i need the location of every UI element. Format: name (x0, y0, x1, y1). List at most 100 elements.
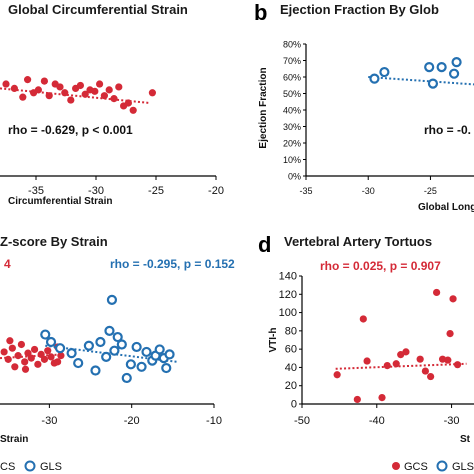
panel-a-red-point (2, 80, 10, 88)
panel-c-red-point (30, 345, 39, 354)
panel-d-xlabel: St (460, 434, 471, 445)
panel-a-x-tick-label: -25 (148, 185, 164, 197)
panel-d-y-tick-label: 40 (285, 362, 297, 374)
panel-d-red-point (333, 371, 341, 379)
panel-a-red-point (56, 83, 64, 91)
panel-b-blue-point (427, 78, 439, 89)
panel-b-y-tick-label: 40% (283, 106, 301, 116)
panel-d-y-tick-label: 140 (279, 271, 297, 283)
panel-b-letter: b (254, 0, 267, 25)
panel-d-red-point (363, 357, 371, 365)
panel-c-red-point (21, 365, 30, 373)
panel-a-red-point (105, 86, 113, 94)
panel-d-red-point (402, 348, 410, 356)
panel-a-red-point (45, 92, 53, 100)
panel-c-plot: -30 -20 -10 (0, 294, 222, 427)
panel-a-red-point (19, 93, 27, 101)
panel-d-x-tick-label: -40 (369, 415, 385, 427)
panel-c-x-tick-label: -30 (41, 415, 57, 427)
panel-d-y-tick-label: 20 (285, 380, 297, 392)
panel-c-red-point (21, 358, 29, 366)
panel-c-legend-red-label: CS (0, 461, 15, 473)
panel-a-red-point (96, 80, 104, 88)
panel-a-red-point (100, 92, 108, 100)
panel-c-x-tick-label: -10 (206, 415, 222, 427)
panel-d-ylabel: VTI-h (268, 328, 279, 353)
panel-b-x-tick-label: -30 (362, 186, 375, 196)
panel-d-stat: rho = 0.025, p = 0.907 (320, 259, 441, 273)
panel-b-y-tick-label: 50% (283, 89, 301, 99)
panel-b-y-tick-label: 10% (283, 155, 301, 165)
panel-a-stat: rho = -0.629, p < 0.001 (8, 123, 133, 137)
panel-d-y-tick-label: 120 (279, 289, 297, 301)
panel-c-legend-blue-label: GLS (40, 461, 62, 473)
panel-c-blue-point (106, 294, 118, 305)
panel-d-x-tick-label: -30 (444, 415, 460, 427)
panel-c-blue-point (154, 344, 165, 355)
panel-d-red-point (433, 288, 441, 297)
panel-b-plot: -35 -30 -25 0% 10% 20% 30% 40% 50% 60% 70% 80% (283, 40, 474, 196)
panel-d-red-point (427, 372, 435, 381)
panel-c-blue-point (45, 336, 57, 348)
panel-d-red-point (392, 360, 400, 368)
panel-a-x-tick-label: -20 (208, 185, 224, 197)
panel-d-red-point (453, 361, 462, 369)
panel-c-red-point (34, 360, 42, 368)
panel-c-blue-point (136, 361, 147, 372)
panel-c-blue-point (40, 329, 51, 340)
panel-d-red-point (421, 367, 429, 375)
panel-b-blue-trendline (368, 76, 474, 86)
panel-d-red-point (416, 355, 424, 363)
panel-d-y-tick-label: 0 (291, 399, 297, 411)
panel-b-ylabel: Ejection Fraction (258, 67, 269, 148)
panel-a-red-point (129, 106, 137, 114)
panel-c-red-point (8, 344, 16, 352)
panel-d-red-trendline (335, 362, 467, 370)
panel-c: Z-score By Strain 4 rho = -0.295, p = 0.… (0, 234, 235, 473)
panel-a-red-point (76, 81, 84, 90)
panel-a-red-point (148, 89, 156, 97)
panel-c-red-point (44, 347, 52, 355)
panel-c-blue-point (131, 341, 142, 353)
panel-d-plot: -50 -40 -30 0 20 40 60 80 100 120 140 (279, 271, 474, 427)
panel-d-red-point (378, 394, 386, 402)
panel-c-blue-point (73, 357, 84, 369)
panel-c-blue-point (125, 359, 136, 370)
panel-c-red-point (47, 353, 55, 361)
panel-a-red-point (40, 77, 49, 85)
panel-a-title: Global Circumferential Strain (8, 2, 188, 17)
panel-b-x-tick-label: -35 (299, 186, 312, 196)
panel-b-blue-point (436, 61, 447, 73)
panel-c-blue-point (109, 345, 120, 356)
panel-c-blue-point (121, 372, 132, 384)
panel-b-xlabel: Global Longi (418, 202, 474, 213)
panel-c-red-point (17, 340, 25, 349)
panel-d-legend-red-label: GCS (404, 461, 428, 473)
panel-b: b Ejection Fraction By Glob -35 -30 -25 0% 1… (254, 0, 474, 213)
panel-d-title: Vertebral Artery Tortuos (284, 234, 432, 249)
panel-b-y-tick-label: 20% (283, 139, 301, 149)
panel-c-blue-point (101, 351, 112, 362)
panel-c-blue-point (90, 365, 101, 376)
panel-d: d Vertebral Artery Tortuos rho = 0.025, … (258, 232, 474, 473)
panel-b-blue-point (369, 73, 380, 84)
panel-d-y-tick-label: 80 (285, 325, 297, 337)
panel-c-blue-point (112, 331, 123, 343)
panel-c-stat-blue: rho = -0.295, p = 0.152 (110, 257, 235, 271)
panel-a-red-point (81, 90, 89, 98)
panel-c-x-tick-label: -20 (124, 415, 140, 427)
panel-b-blue-point (424, 61, 435, 73)
panel-b-y-tick-label: 0% (288, 172, 301, 182)
panel-a-x-tick-label: -30 (88, 185, 104, 197)
panel-c-blue-point (104, 325, 115, 336)
panel-c-legend-blue-marker (24, 460, 36, 472)
panel-c-blue-point (164, 349, 175, 360)
panel-b-y-tick-label: 80% (283, 40, 301, 50)
panel-a-x-tick-label: -35 (28, 185, 44, 197)
panel-c-blue-point (116, 339, 127, 350)
panel-d-legend-red-marker (392, 462, 400, 470)
panel-b-stat: rho = -0. (424, 123, 471, 137)
panel-d-red-point (353, 395, 361, 404)
panel-c-xlabel: Strain (0, 434, 28, 445)
panel-b-x-tick-label: -25 (424, 186, 437, 196)
